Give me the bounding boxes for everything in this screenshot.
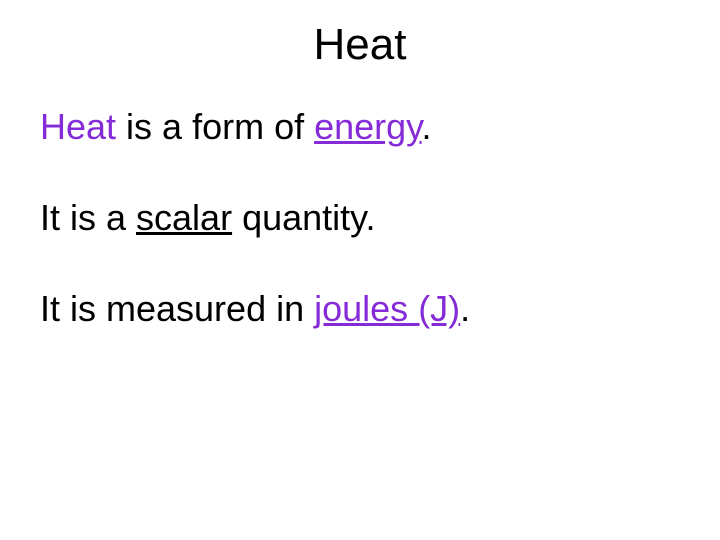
paragraph-3: It is measured in joules (J). [40,286,680,331]
paragraph-1: Heat is a form of energy. [40,104,680,149]
paragraph-2: It is a scalar quantity. [40,195,680,240]
text-period: . [460,288,470,329]
text-joules: joules (J) [314,288,460,329]
text-energy: energy [314,106,421,147]
text-plain: is a form of [116,106,314,147]
text-plain: It is a [40,197,136,238]
text-plain: It is measured in [40,288,314,329]
text-heat: Heat [40,106,116,147]
text-plain: quantity. [232,197,375,238]
text-period: . [422,106,432,147]
slide-title: Heat [40,20,680,70]
text-scalar: scalar [136,197,232,238]
